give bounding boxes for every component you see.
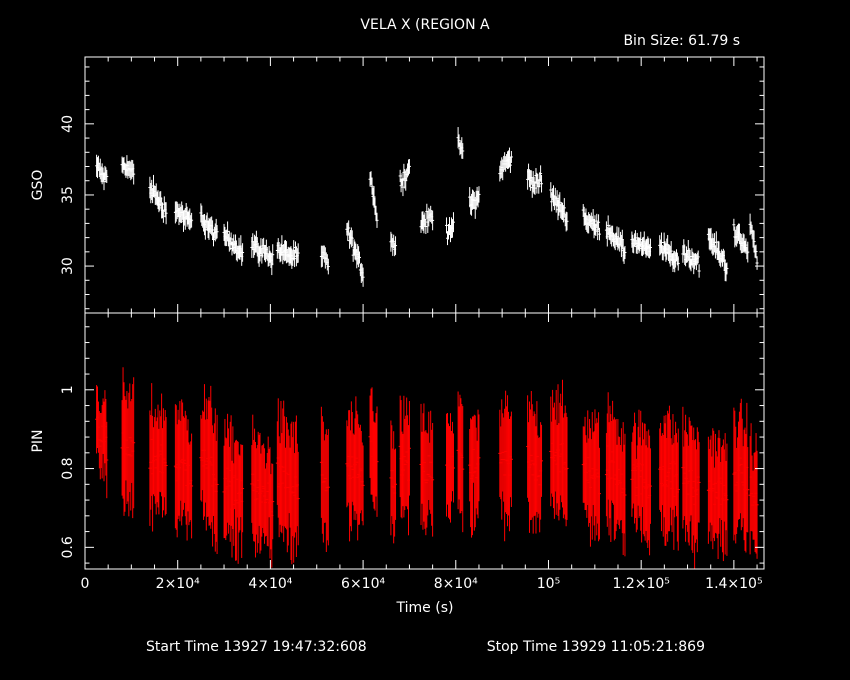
chart-title: VELA X (REGION A (360, 17, 490, 33)
gso-y-tick-label: 30 (60, 257, 76, 275)
x-tick-label: 4×10⁴ (248, 576, 292, 592)
x-tick-label: 10⁵ (537, 576, 560, 592)
x-axis-label: Time (s) (396, 600, 454, 616)
gso-data-series (95, 127, 759, 287)
gso-y-tick-label: 35 (60, 186, 76, 204)
pin-frame (84, 312, 765, 570)
pin-y-tick-label: 1 (60, 385, 76, 394)
x-tick-label: 6×10⁴ (341, 576, 385, 592)
gso-y-label: GSO (30, 170, 46, 201)
x-tick-label: 2×10⁴ (156, 576, 200, 592)
start-time-label: Start Time 13927 19:47:32:608 (146, 639, 367, 655)
x-tick-label: 8×10⁴ (434, 576, 478, 592)
gso-y-tick-label: 40 (60, 115, 76, 133)
pin-y-label: PIN (30, 429, 46, 452)
stop-time-label: Stop Time 13929 11:05:21:869 (487, 639, 705, 655)
pin-y-tick-labels: 0.6 0.8 1 (60, 385, 76, 558)
pin-y-tick-label: 0.6 (60, 536, 76, 558)
x-tick-label: 1.4×10⁵ (705, 576, 762, 592)
pin-y-tick-label: 0.8 (60, 457, 76, 479)
gso-y-tick-labels: 30 35 40 (60, 115, 76, 275)
pin-ticks (84, 313, 764, 569)
gso-ticks (84, 57, 764, 313)
pin-data-series (95, 367, 759, 569)
bin-size-label: Bin Size: 61.79 s (623, 33, 740, 49)
pin-panel: PIN 0.6 0.8 1 (30, 312, 765, 570)
x-tick-label: 1.2×10⁵ (612, 576, 669, 592)
gso-panel: GSO 30 35 40 (30, 56, 765, 314)
x-tick-labels: 0 2×10⁴ 4×10⁴ 6×10⁴ 8×10⁴ 10⁵ 1.2×10⁵ 1.4×10⁵ (81, 576, 763, 592)
x-tick-label: 0 (81, 576, 90, 592)
